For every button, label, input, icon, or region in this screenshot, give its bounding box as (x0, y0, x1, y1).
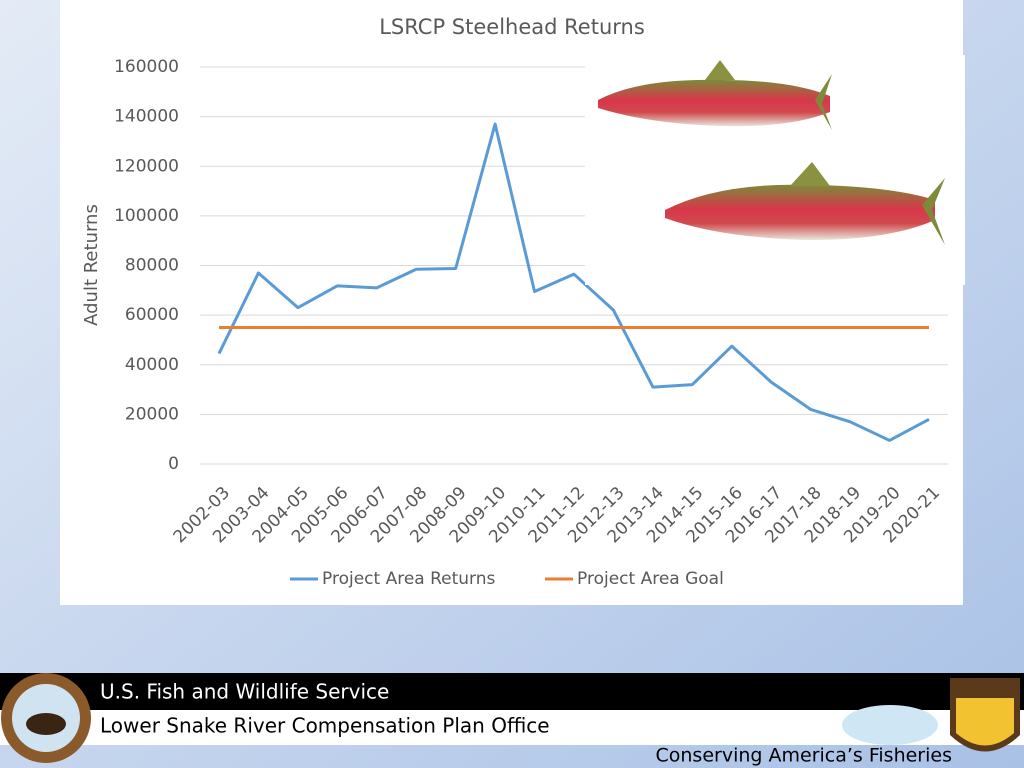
fisheries-logo (842, 705, 938, 745)
y-tick-label: 40000 (125, 355, 179, 375)
y-tick-label: 160000 (114, 57, 179, 77)
doi-seal (1, 673, 91, 763)
footer-tagline: Conserving America’s Fisheries (656, 745, 953, 767)
y-axis-label: Adult Returns (81, 204, 102, 326)
legend-label: Project Area Goal (577, 569, 724, 589)
footer-bar (0, 673, 1024, 710)
y-tick-label: 100000 (114, 206, 179, 226)
fws-logo (950, 678, 1020, 752)
y-tick-label: 60000 (125, 305, 179, 325)
chart-title: LSRCP Steelhead Returns (379, 15, 645, 39)
fish-image (585, 55, 965, 285)
footer-agency: U.S. Fish and Wildlife Service (100, 680, 389, 704)
y-tick-label: 20000 (125, 404, 179, 424)
footer-office: Lower Snake River Compensation Plan Offi… (100, 714, 550, 738)
data-line (217, 122, 930, 442)
y-tick-label: 120000 (114, 156, 179, 176)
y-tick-label: 140000 (114, 107, 179, 127)
y-tick-label: 80000 (125, 256, 179, 276)
legend-label: Project Area Returns (322, 569, 496, 589)
y-tick-label: 0 (168, 454, 179, 474)
